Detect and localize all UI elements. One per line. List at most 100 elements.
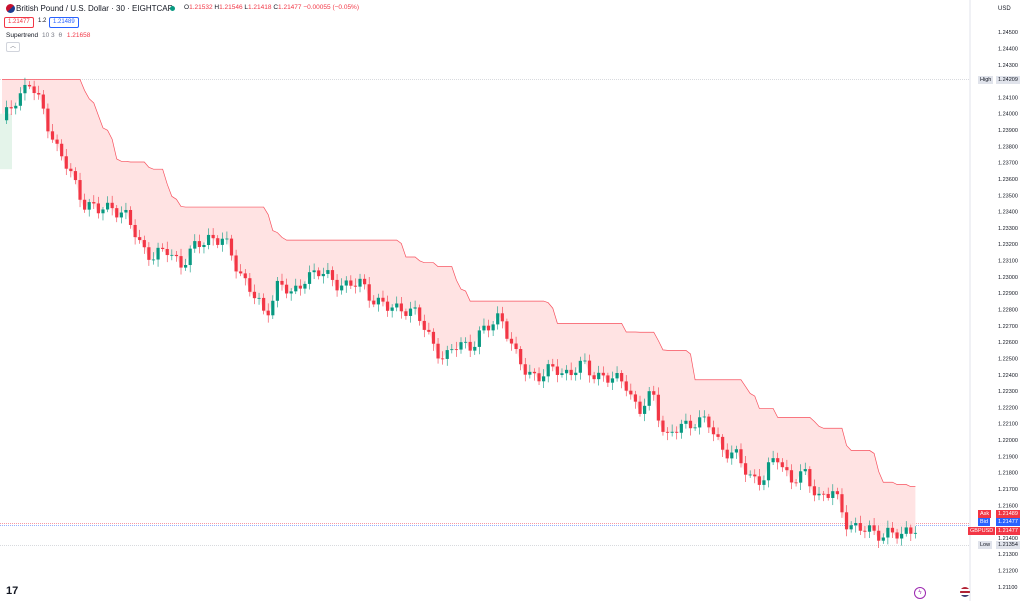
tradingview-logo[interactable]: 17 [6, 585, 19, 597]
candle-body [849, 525, 853, 530]
candle-body [597, 372, 601, 380]
candle-body [128, 209, 133, 225]
candle-body [583, 360, 587, 362]
candle-body [587, 360, 592, 376]
candle-body [840, 494, 844, 513]
candle-body [496, 313, 500, 325]
y-tick-label: 1.22900 [998, 291, 1018, 297]
y-tick-label: 1.23500 [998, 193, 1018, 199]
candle-body [422, 320, 426, 330]
candle-body [266, 310, 270, 316]
candle-body [693, 427, 697, 429]
candle-body [326, 270, 330, 274]
candle-body [363, 278, 367, 285]
candle-body [385, 301, 390, 311]
ask-tag-label: Ask [978, 510, 992, 518]
candle-body [698, 417, 702, 428]
candle-body [477, 330, 481, 347]
candle-body [523, 364, 527, 375]
candle-body [854, 523, 858, 526]
candle-body [115, 208, 119, 218]
y-tick-label: 1.22500 [998, 356, 1018, 362]
candle-body [211, 234, 215, 239]
candle-body [716, 434, 720, 437]
candle-body [390, 307, 394, 311]
symbol-tag-value: 1.21477 [996, 527, 1020, 535]
sell-price-button[interactable]: 1.21477 [4, 17, 34, 28]
symbol-title[interactable]: British Pound / U.S. Dollar · 30 · EIGHT… [16, 4, 173, 13]
candle-body [14, 105, 18, 109]
candle-body [188, 248, 192, 266]
candle-body [688, 420, 693, 429]
candle-body [9, 107, 13, 109]
candle-body [105, 202, 110, 210]
candle-body [615, 373, 619, 379]
candle-body [92, 202, 96, 204]
y-tick-label: 1.23200 [998, 242, 1018, 248]
candle-body [835, 491, 839, 495]
candle-body [101, 209, 105, 214]
ohlc-readout: O1.21532 H1.21546 L1.21418 C1.21477 −0.0… [184, 4, 359, 11]
candle-body [789, 470, 794, 483]
candle-body [748, 474, 752, 476]
bid-tag-value: 1.21477 [996, 518, 1020, 526]
candle-body [289, 291, 293, 294]
y-tick-label: 1.21600 [998, 503, 1018, 509]
buy-price-button[interactable]: 1.21489 [49, 17, 79, 28]
y-tick-label: 1.22700 [998, 324, 1018, 330]
candle-body [812, 486, 817, 496]
candle-body [514, 343, 518, 350]
candle-body [771, 458, 775, 463]
candle-body [450, 349, 454, 351]
candle-body [459, 342, 463, 350]
candle-body [60, 143, 64, 157]
candle-body [262, 297, 266, 311]
candle-body [216, 238, 220, 245]
candle-body [307, 272, 312, 284]
ohlc-high-label: H [214, 4, 220, 11]
candle-body [624, 381, 628, 391]
candle-body [312, 270, 316, 273]
candle-body [794, 482, 798, 484]
candle-body [298, 285, 302, 289]
candle-body [872, 525, 876, 531]
candle-body [762, 480, 766, 485]
candle-body [665, 431, 670, 433]
supertrend-line [2, 79, 916, 488]
candle-body [23, 84, 27, 94]
candle-body [817, 493, 821, 496]
candle-body [551, 364, 555, 367]
candle-body [647, 391, 651, 406]
candle-body [730, 452, 734, 459]
us-flag-icon[interactable] [960, 587, 970, 597]
candle-body [358, 278, 362, 287]
gbpusd-flag-icon [6, 4, 15, 13]
candle-body [234, 255, 238, 272]
candle-body [78, 180, 82, 200]
candle-body [372, 300, 376, 305]
candle-body [757, 476, 761, 485]
candle-body [670, 431, 674, 433]
indicator-legend[interactable]: Supertrend 10 3 θ 1.21658 [6, 32, 90, 39]
currency-label[interactable]: USD [998, 6, 1011, 12]
candle-body [555, 366, 559, 375]
candle-body [96, 203, 100, 214]
candle-body [734, 449, 738, 453]
lightning-icon[interactable]: ϟ [914, 587, 926, 599]
y-tick-label: 1.22100 [998, 422, 1018, 428]
y-tick-label: 1.23900 [998, 128, 1018, 134]
low-tag-value: 1.21354 [996, 541, 1020, 550]
collapse-legend-icon[interactable]: ︿ [6, 42, 20, 52]
candle-body [340, 285, 344, 291]
candle-body [202, 245, 206, 248]
candle-body [913, 532, 918, 534]
candle-body [473, 346, 477, 351]
candle-body [408, 308, 413, 316]
candle-body [500, 313, 504, 322]
candle-body [909, 527, 913, 534]
candle-body [546, 364, 550, 377]
candle-body [321, 273, 325, 277]
y-tick-label: 1.24500 [998, 30, 1018, 36]
candle-body [46, 108, 50, 132]
